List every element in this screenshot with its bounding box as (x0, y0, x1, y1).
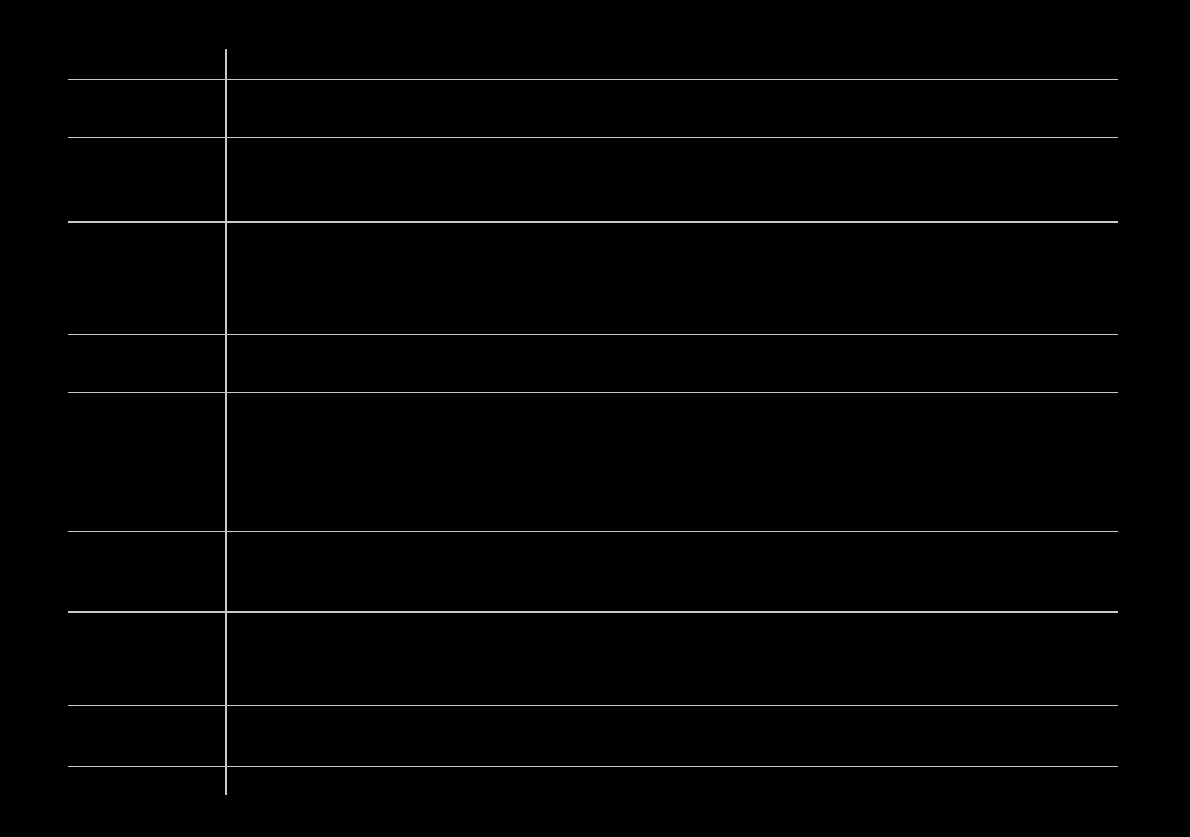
table-horizontal-rule-9 (68, 766, 1118, 767)
table-horizontal-rule-7 (68, 611, 1118, 613)
table-cell-label-row-10 (68, 770, 215, 791)
table-cell-label-row-9 (68, 709, 215, 762)
table-cell-body-row-5 (235, 338, 1108, 388)
table-horizontal-rule-1 (68, 79, 1118, 80)
table-horizontal-rule-8 (68, 705, 1118, 706)
table-horizontal-rule-2 (68, 137, 1118, 138)
table-column-divider (225, 49, 227, 795)
table-cell-label-row-1 (68, 53, 215, 75)
table-cell-body-row-6 (235, 396, 1108, 527)
table-horizontal-rule-4 (68, 334, 1118, 335)
table-cell-label-row-3 (68, 141, 215, 217)
table-horizontal-rule-5 (68, 392, 1118, 393)
table-cell-label-row-2 (68, 83, 215, 133)
table-cell-body-row-9 (235, 709, 1108, 762)
table-cell-body-row-1 (235, 53, 1108, 75)
table-cell-body-row-7 (235, 535, 1108, 607)
table-cell-label-row-5 (68, 338, 215, 388)
table-horizontal-rule-6 (68, 531, 1118, 532)
table-cell-label-row-4 (68, 225, 215, 330)
table-cell-label-row-7 (68, 535, 215, 607)
table-cell-body-row-2 (235, 83, 1108, 133)
table-horizontal-rule-3 (68, 221, 1118, 223)
table-cell-body-row-4 (235, 225, 1108, 330)
table-cell-body-row-3 (235, 141, 1108, 217)
table-cell-body-row-8 (235, 615, 1108, 701)
table-cell-label-row-8 (68, 615, 215, 701)
table-cell-label-row-6 (68, 396, 215, 527)
table-cell-body-row-10 (235, 770, 1108, 791)
